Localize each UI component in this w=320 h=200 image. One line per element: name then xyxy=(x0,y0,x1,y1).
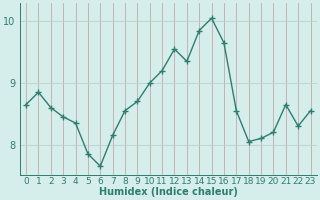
X-axis label: Humidex (Indice chaleur): Humidex (Indice chaleur) xyxy=(99,187,238,197)
